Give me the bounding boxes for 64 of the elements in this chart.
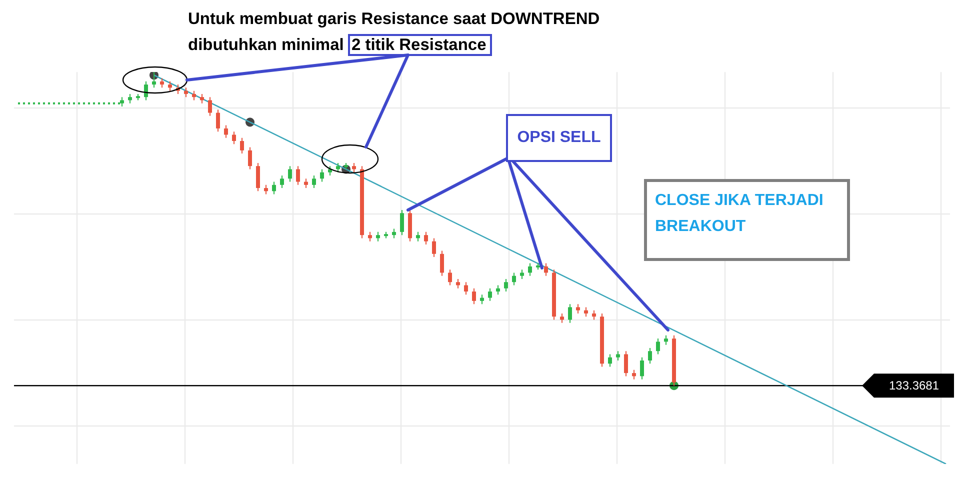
candlestick [576,304,580,314]
candlestick [520,269,524,280]
candlestick [336,162,340,173]
candlestick [320,168,324,182]
candlestick [328,166,332,176]
candlestick [464,282,468,296]
candlestick [352,162,356,173]
candlestick [424,231,428,245]
candlestick [208,96,212,116]
candlestick [512,272,516,286]
annotation: 133.3681 [888,378,940,393]
candlestick [648,347,652,364]
candlestick [592,310,596,320]
candlestick [584,306,588,318]
candlestick [240,137,244,154]
candlestick [192,90,196,101]
callout-box: OPSI SELL [506,114,612,162]
candlestick [256,162,260,192]
candlestick [376,231,380,242]
candlestick [544,262,548,276]
candlestick [152,72,156,88]
candlestick [168,80,172,92]
candlestick [608,354,612,368]
price-tag: 133.3681 [862,374,954,398]
candlestick [560,312,564,324]
candlestick [264,184,268,195]
candlestick [272,181,276,195]
candlestick [624,350,628,377]
candlestick [568,304,572,324]
candlestick [184,87,188,98]
text: 2 titik Resistance [348,34,492,56]
candlestick [144,80,148,101]
candlestick [504,278,508,292]
candlestick [616,350,620,362]
candlestick [200,93,204,104]
candlestick [216,109,220,132]
candlestick [400,209,404,236]
candlestick [248,146,252,170]
candlestick [488,288,492,302]
candlestick [432,238,436,258]
candlestick [496,284,500,296]
candlestick [472,288,476,305]
candlestick [456,278,460,289]
candlestick [440,250,444,276]
candlestick [296,166,300,186]
candlestick [224,124,228,138]
candlestick [632,369,636,380]
candlestick [392,228,396,239]
callout-box: CLOSE JIKA TERJADI BREAKOUT [644,179,850,261]
candlestick [368,231,372,242]
candlestick [232,131,236,145]
candlestick [280,174,284,189]
candlestick [288,166,292,182]
candlestick [640,356,644,380]
candlestick [480,294,484,305]
candlestick [528,262,532,276]
candlestick [128,93,132,104]
candlestick [448,269,452,286]
candlestick [664,334,668,346]
candlestick [304,178,308,189]
candlestick [160,78,164,88]
candlestick [656,338,660,355]
candlestick [416,231,420,242]
candlestick [312,174,316,189]
